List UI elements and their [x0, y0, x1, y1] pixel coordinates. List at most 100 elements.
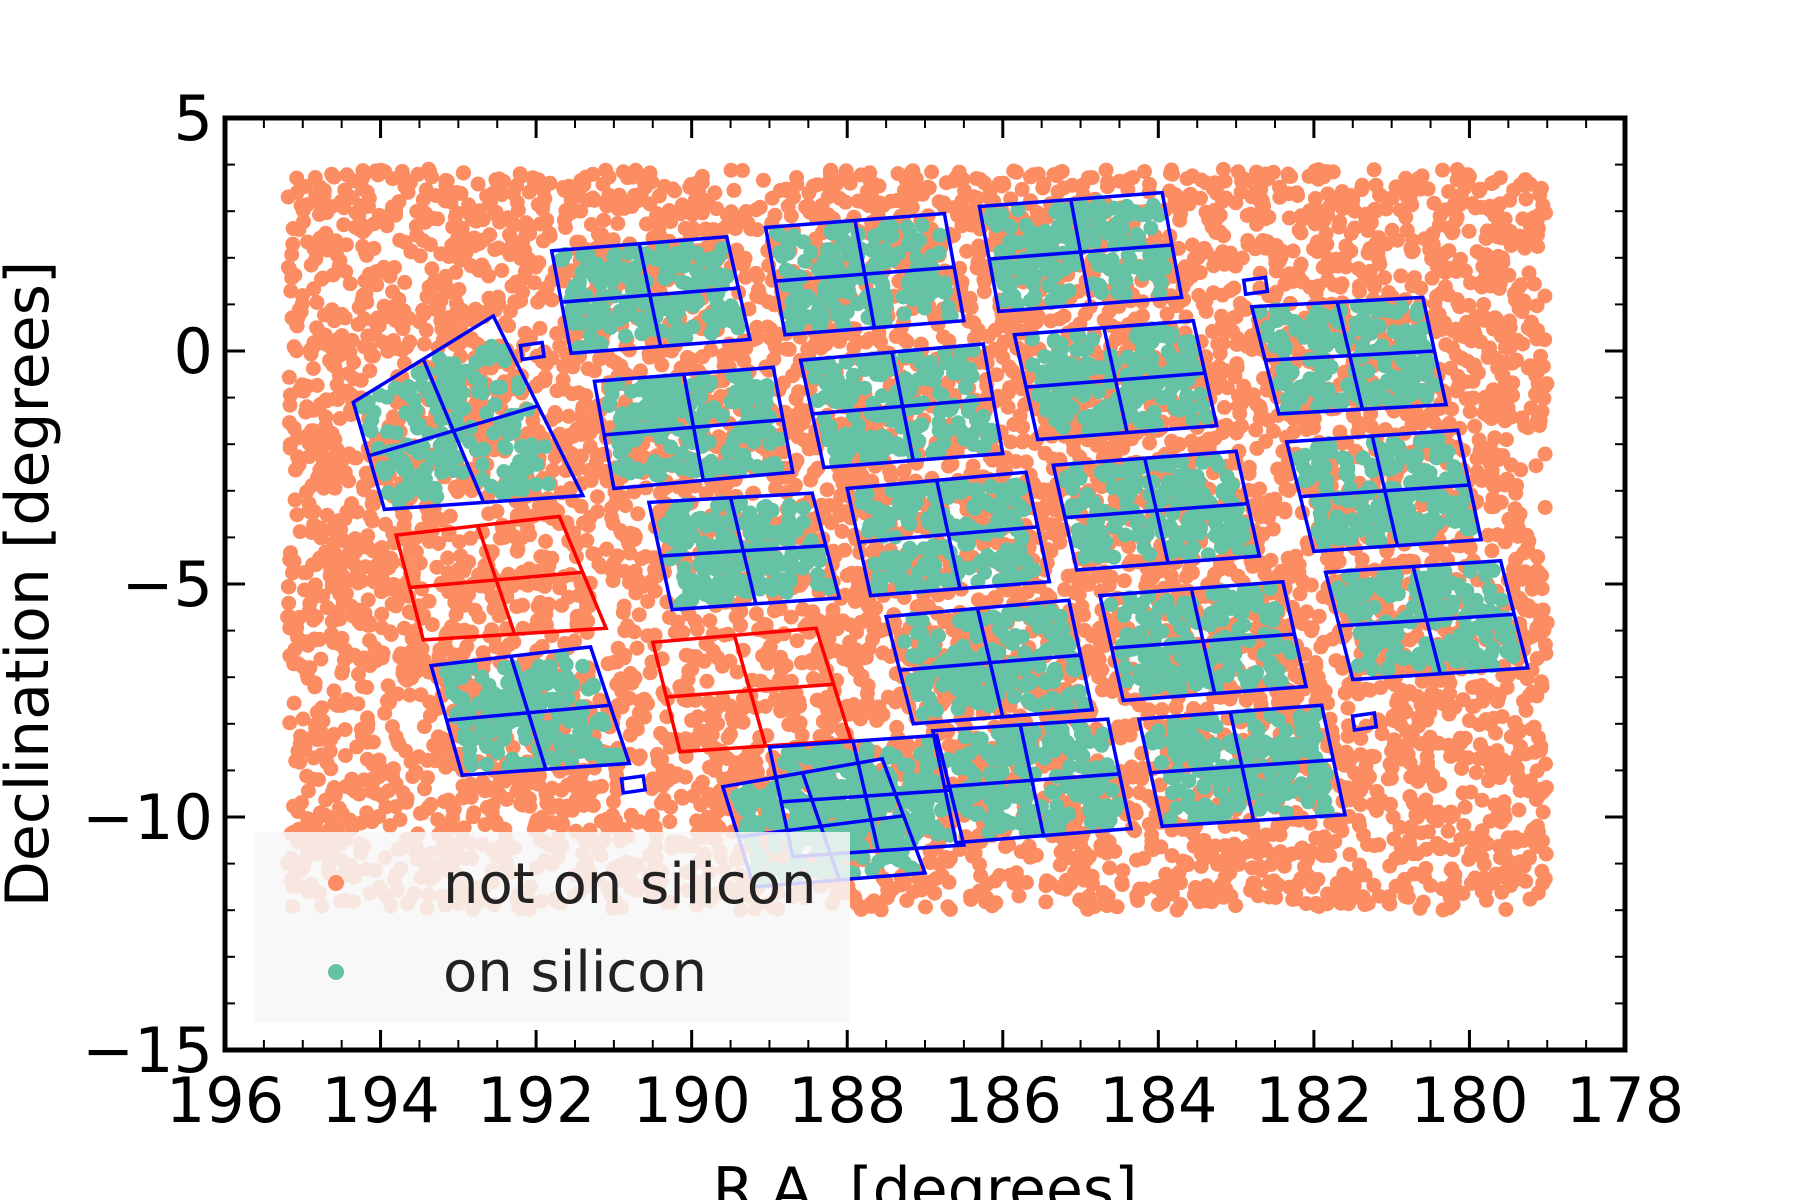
point-not-on-silicon [1402, 789, 1418, 804]
point-not-on-silicon [1094, 479, 1110, 495]
point-not-on-silicon [416, 336, 432, 352]
point-not-on-silicon [1230, 164, 1246, 180]
point-not-on-silicon [396, 620, 412, 636]
point-not-on-silicon [883, 469, 899, 485]
point-not-on-silicon [723, 162, 739, 178]
point-not-on-silicon [308, 251, 324, 267]
point-not-on-silicon [1426, 195, 1442, 211]
point-not-on-silicon [899, 334, 915, 350]
point-not-on-silicon [924, 164, 940, 180]
point-not-on-silicon [723, 204, 739, 220]
point-not-on-silicon [509, 194, 525, 210]
point-not-on-silicon [390, 734, 406, 750]
point-not-on-silicon [1171, 874, 1187, 890]
point-not-on-silicon [630, 506, 646, 522]
point-not-on-silicon [1098, 162, 1114, 178]
point-not-on-silicon [1159, 306, 1175, 322]
point-not-on-silicon [1513, 462, 1529, 478]
point-not-on-silicon [286, 339, 302, 355]
point-not-on-silicon [809, 177, 825, 193]
point-not-on-silicon [1333, 279, 1348, 295]
point-not-on-silicon [1193, 858, 1209, 874]
point-not-on-silicon [1207, 250, 1223, 266]
point-not-on-silicon [461, 197, 477, 213]
point-not-on-silicon [764, 190, 780, 206]
point-not-on-silicon [309, 377, 325, 393]
point-not-on-silicon [286, 695, 302, 711]
point-not-on-silicon [579, 192, 595, 208]
point-not-on-silicon [737, 269, 753, 285]
point-not-on-silicon [1384, 222, 1400, 238]
point-not-on-silicon [615, 605, 631, 620]
point-not-on-silicon [631, 751, 647, 767]
point-not-on-silicon [592, 351, 608, 367]
point-not-on-silicon [1461, 223, 1477, 239]
point-not-on-silicon [1043, 313, 1059, 329]
point-not-on-silicon [673, 788, 689, 804]
point-not-on-silicon [405, 769, 421, 785]
point-not-on-silicon [554, 598, 570, 613]
point-not-on-silicon [1462, 404, 1478, 420]
point-not-on-silicon [594, 778, 610, 794]
point-not-on-silicon [1518, 191, 1534, 207]
point-not-on-silicon [1383, 796, 1398, 812]
point-not-on-silicon [494, 263, 510, 278]
point-not-on-silicon [1184, 237, 1200, 253]
point-not-on-silicon [384, 719, 400, 735]
point-not-on-silicon [1420, 824, 1436, 840]
point-not-on-silicon [1490, 360, 1506, 376]
point-not-on-silicon [392, 232, 408, 248]
point-not-on-silicon [596, 212, 612, 228]
point-not-on-silicon [1289, 689, 1305, 705]
point-not-on-silicon [1441, 184, 1457, 200]
point-not-on-silicon [1474, 884, 1490, 899]
point-not-on-silicon [640, 593, 656, 609]
point-not-on-silicon [976, 284, 992, 300]
point-not-on-silicon [298, 179, 313, 194]
point-not-on-silicon [429, 559, 445, 575]
point-not-on-silicon [1454, 761, 1470, 776]
point-not-on-silicon [1273, 844, 1289, 860]
point-not-on-silicon [1515, 211, 1531, 227]
point-not-on-silicon [342, 276, 358, 292]
point-not-on-silicon [728, 221, 743, 237]
point-not-on-silicon [326, 683, 342, 699]
point-not-on-silicon [281, 595, 297, 611]
point-not-on-silicon [1531, 730, 1546, 746]
point-not-on-silicon [633, 363, 648, 379]
point-not-on-silicon [1429, 836, 1445, 851]
point-not-on-silicon [1116, 573, 1132, 589]
point-not-on-silicon [1463, 784, 1479, 800]
point-not-on-silicon [336, 217, 352, 233]
point-not-on-silicon [1521, 265, 1537, 281]
point-not-on-silicon [994, 178, 1010, 194]
point-not-on-silicon [287, 492, 303, 508]
point-not-on-silicon [1424, 270, 1440, 286]
point-not-on-silicon [1285, 243, 1301, 259]
point-not-on-silicon [362, 363, 378, 379]
point-not-on-silicon [1523, 400, 1539, 416]
point-not-on-silicon [1417, 231, 1433, 247]
point-not-on-silicon [1474, 792, 1490, 808]
point-not-on-silicon [1468, 765, 1484, 781]
point-not-on-silicon [1432, 208, 1448, 224]
point-not-on-silicon [1423, 878, 1439, 893]
point-not-on-silicon [995, 350, 1011, 365]
point-not-on-silicon [1365, 796, 1381, 812]
point-not-on-silicon [1435, 162, 1450, 178]
point-not-on-silicon [631, 607, 647, 623]
point-not-on-silicon [889, 719, 905, 735]
point-not-on-silicon [1538, 846, 1554, 862]
point-not-on-silicon [282, 415, 297, 431]
point-not-on-silicon [481, 268, 496, 284]
point-not-on-silicon [959, 243, 975, 259]
point-not-on-silicon [417, 781, 432, 797]
point-not-on-silicon [362, 633, 377, 648]
point-not-on-silicon [795, 655, 811, 671]
point-not-on-silicon [749, 330, 765, 346]
point-not-on-silicon [337, 748, 353, 763]
point-not-on-silicon [1498, 432, 1514, 448]
point-not-on-silicon [487, 242, 503, 258]
point-not-on-silicon [1011, 888, 1027, 904]
